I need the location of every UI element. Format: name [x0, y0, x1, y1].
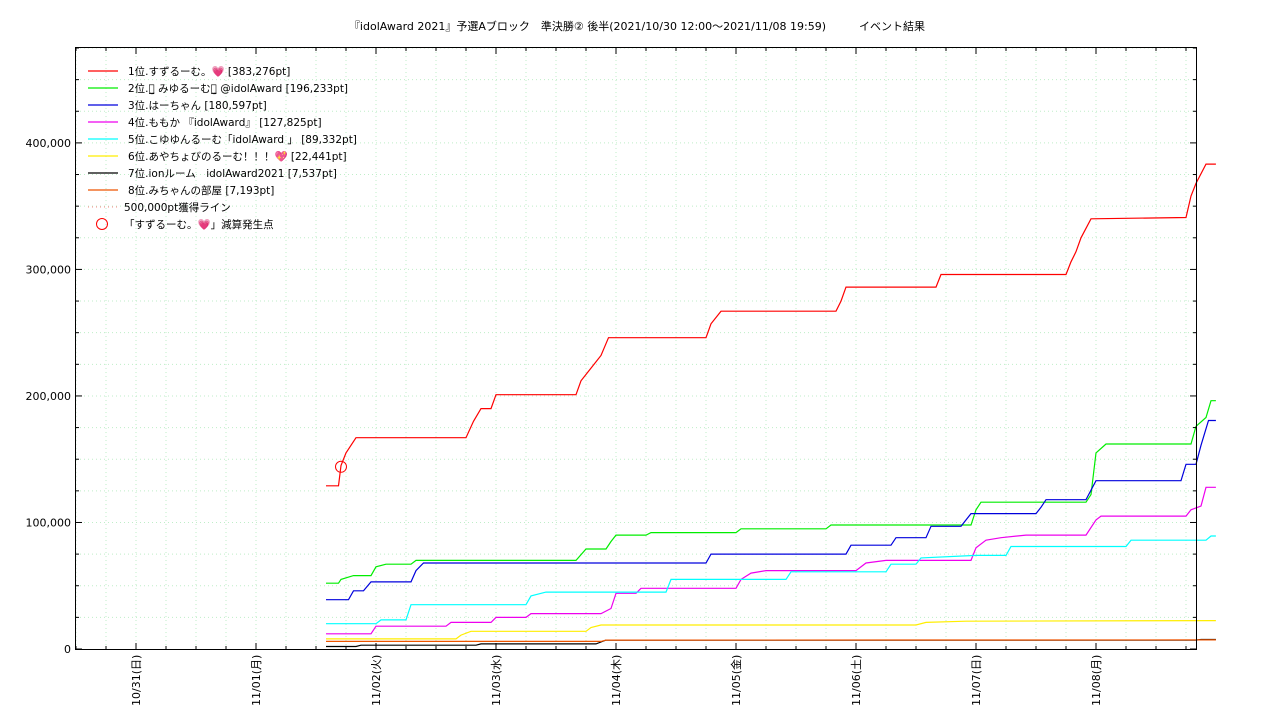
x-tick-label: 11/07(日)	[970, 655, 983, 706]
legend-item: 「すずるーむ。💗」減算発生点	[96, 218, 274, 231]
legend-label: 500,000pt獲得ライン	[124, 201, 231, 214]
legend-item: 500,000pt獲得ライン	[88, 201, 231, 214]
legend-item: 3位.はーちゃん [180,597pt]	[88, 99, 267, 112]
series-line-2	[326, 400, 1216, 584]
legend-item: 7位.ionルーム idolAward2021 [7,537pt]	[88, 167, 337, 180]
ticks	[75, 47, 1196, 650]
y-tick-label: 300,000	[26, 263, 72, 276]
grid	[75, 47, 1196, 649]
legend-label: 「すずるーむ。💗」減算発生点	[124, 218, 274, 231]
y-tick-labels: 0 100,000 200,000 300,000 400,000	[26, 137, 72, 656]
y-tick-label: 100,000	[26, 516, 72, 529]
x-tick-label: 11/08(月)	[1090, 655, 1103, 706]
legend-label: 1位.すずるーむ。💗 [383,276pt]	[128, 65, 290, 78]
y-tick-label: 0	[64, 643, 71, 656]
legend-label: 6位.あやちょびのるーむ！！！💖 [22,441pt]	[128, 150, 347, 163]
decrease-marker	[335, 460, 347, 473]
y-tick-label: 200,000	[26, 390, 72, 403]
series-line-4	[326, 486, 1216, 635]
series-line-6	[326, 620, 1216, 640]
series-line-3	[326, 419, 1216, 601]
marker-layer	[335, 460, 347, 473]
legend-label: 7位.ionルーム idolAward2021 [7,537pt]	[128, 167, 337, 180]
x-tick-label: 11/03(水)	[490, 655, 503, 706]
series-line-1	[326, 163, 1216, 487]
series-layer	[326, 163, 1216, 648]
x-tick-label: 11/04(木)	[610, 655, 623, 706]
series-line-8	[326, 639, 1216, 642]
legend-label: 8位.みちゃんの部屋 [7,193pt]	[128, 184, 274, 197]
legend-item: 6位.あやちょびのるーむ！！！💖 [22,441pt]	[88, 150, 347, 163]
legend-item: 1位.すずるーむ。💗 [383,276pt]	[88, 65, 290, 78]
plot-frame	[75, 47, 1197, 650]
legend-label: 2位.᠂̫̮ みゆるーむ᠂̫̮ @idolAward [196,233pt]	[128, 82, 348, 95]
x-tick-labels: 10/31(日) 11/01(月) 11/02(火) 11/03(水) 11/04(木)…	[130, 655, 1103, 706]
legend-item: 5位.こゆゆんるーむ「idolAward 」 [89,332pt]	[88, 133, 357, 146]
legend: 1位.すずるーむ。💗 [383,276pt] 2位.᠂̫̮ みゆるーむ᠂̫̮ @i…	[88, 65, 357, 231]
x-tick-label: 10/31(日)	[130, 655, 143, 706]
legend-label: 3位.はーちゃん [180,597pt]	[128, 99, 267, 112]
legend-item: 4位.ももか 『idolAward』 [127,825pt]	[88, 116, 322, 129]
legend-label: 5位.こゆゆんるーむ「idolAward 」 [89,332pt]	[128, 133, 357, 146]
legend-item: 8位.みちゃんの部屋 [7,193pt]	[88, 184, 274, 197]
x-tick-label: 11/02(火)	[370, 655, 383, 706]
legend-item: 2位.᠂̫̮ みゆるーむ᠂̫̮ @idolAward [196,233pt]	[88, 82, 348, 95]
legend-label: 4位.ももか 『idolAward』 [127,825pt]	[128, 116, 322, 129]
x-tick-label: 11/01(月)	[250, 655, 263, 706]
x-tick-label: 11/05(金)	[729, 655, 743, 706]
chart-title: 『idolAward 2021』予選Aブロック 準決勝② 後半(2021/10/…	[349, 19, 925, 33]
y-tick-label: 400,000	[26, 137, 72, 150]
series-line-5	[326, 535, 1216, 625]
legend-marker-circle	[96, 218, 108, 230]
x-tick-label: 11/06(土)	[850, 655, 863, 706]
